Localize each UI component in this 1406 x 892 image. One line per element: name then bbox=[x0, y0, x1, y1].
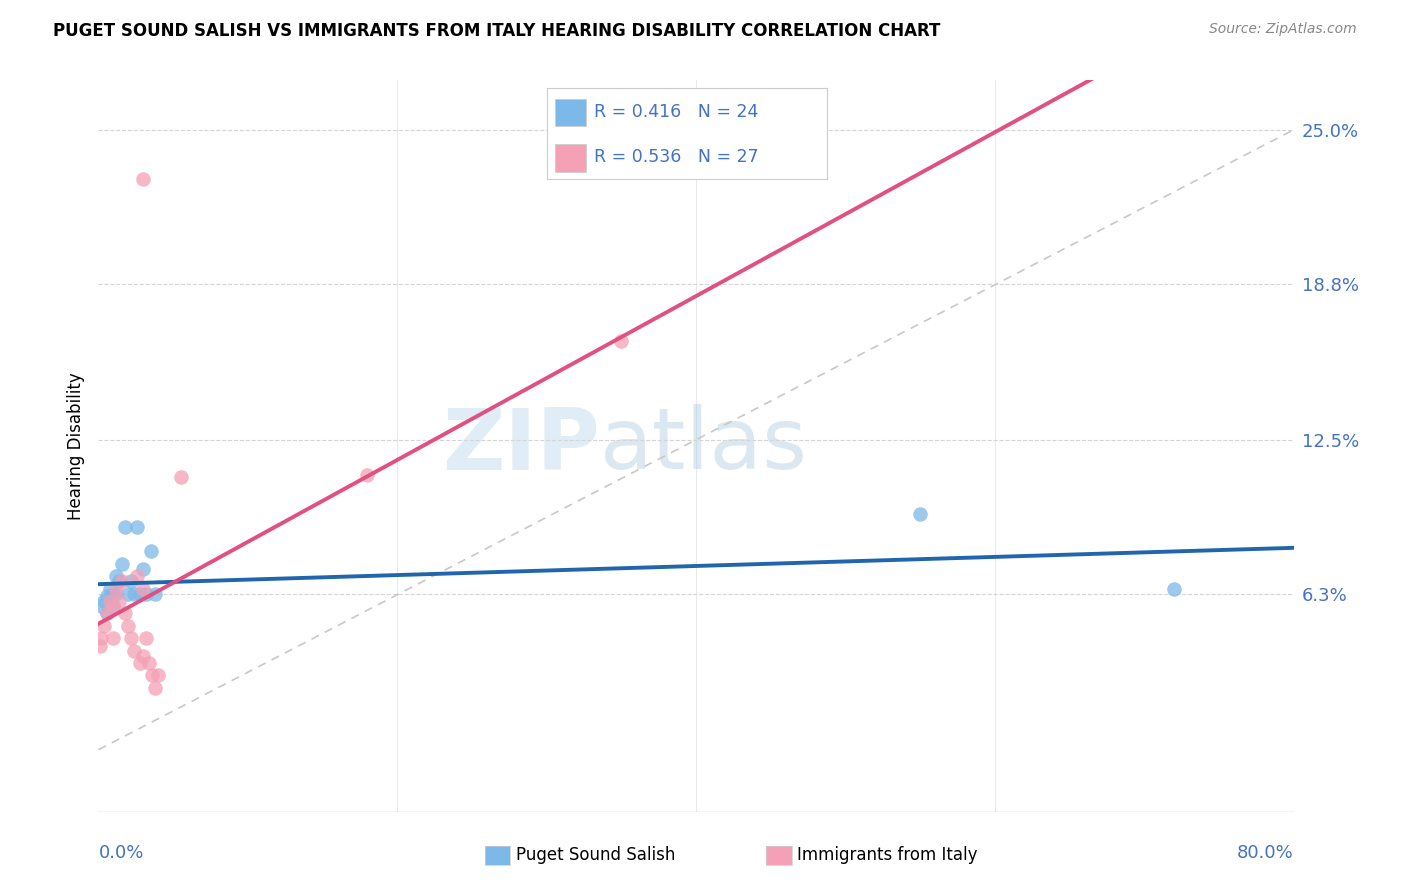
Point bbox=[89, 639, 111, 653]
Point bbox=[127, 519, 149, 533]
Point bbox=[124, 586, 146, 600]
Point bbox=[127, 569, 149, 583]
Point bbox=[117, 586, 139, 600]
Text: ZIP: ZIP bbox=[443, 404, 600, 488]
Point bbox=[132, 582, 155, 596]
Point bbox=[135, 586, 157, 600]
Point bbox=[143, 586, 166, 600]
Point bbox=[148, 668, 170, 682]
Point bbox=[114, 519, 136, 533]
Text: atlas: atlas bbox=[600, 404, 808, 488]
Point bbox=[610, 334, 633, 348]
Point bbox=[98, 582, 122, 596]
Text: 0.0%: 0.0% bbox=[98, 844, 143, 862]
Point bbox=[103, 631, 125, 645]
Text: PUGET SOUND SALISH VS IMMIGRANTS FROM ITALY HEARING DISABILITY CORRELATION CHART: PUGET SOUND SALISH VS IMMIGRANTS FROM IT… bbox=[53, 22, 941, 40]
Point bbox=[90, 631, 112, 645]
Point bbox=[356, 467, 378, 482]
Point bbox=[103, 599, 125, 613]
Point bbox=[141, 668, 163, 682]
Y-axis label: Hearing Disability: Hearing Disability bbox=[66, 372, 84, 520]
Point bbox=[96, 589, 118, 603]
Text: Source: ZipAtlas.com: Source: ZipAtlas.com bbox=[1209, 22, 1357, 37]
Point bbox=[108, 594, 131, 608]
Point bbox=[129, 656, 152, 670]
Point bbox=[90, 599, 112, 613]
Point bbox=[124, 643, 146, 657]
Point bbox=[132, 648, 155, 663]
Point bbox=[114, 607, 136, 621]
Point bbox=[908, 507, 931, 521]
Point bbox=[138, 656, 160, 670]
Point bbox=[93, 619, 115, 633]
Point bbox=[98, 594, 122, 608]
Point bbox=[105, 586, 128, 600]
Point bbox=[98, 594, 122, 608]
Point bbox=[120, 631, 142, 645]
Point bbox=[139, 544, 162, 558]
Point bbox=[93, 594, 115, 608]
Point bbox=[96, 607, 118, 621]
Point bbox=[111, 574, 134, 588]
Point bbox=[103, 599, 125, 613]
Text: Immigrants from Italy: Immigrants from Italy bbox=[797, 847, 977, 864]
Text: Puget Sound Salish: Puget Sound Salish bbox=[516, 847, 675, 864]
Point bbox=[132, 562, 155, 576]
Text: 80.0%: 80.0% bbox=[1237, 844, 1294, 862]
Point bbox=[1163, 582, 1185, 596]
Point bbox=[111, 557, 134, 571]
Point bbox=[108, 574, 131, 588]
Point bbox=[143, 681, 166, 695]
Point bbox=[96, 607, 118, 621]
Point bbox=[103, 586, 125, 600]
Point bbox=[129, 586, 152, 600]
Point bbox=[105, 582, 128, 596]
Point bbox=[120, 574, 142, 588]
Point bbox=[117, 619, 139, 633]
Point bbox=[105, 569, 128, 583]
Point bbox=[169, 470, 191, 484]
Point bbox=[135, 631, 157, 645]
Point bbox=[132, 172, 155, 186]
